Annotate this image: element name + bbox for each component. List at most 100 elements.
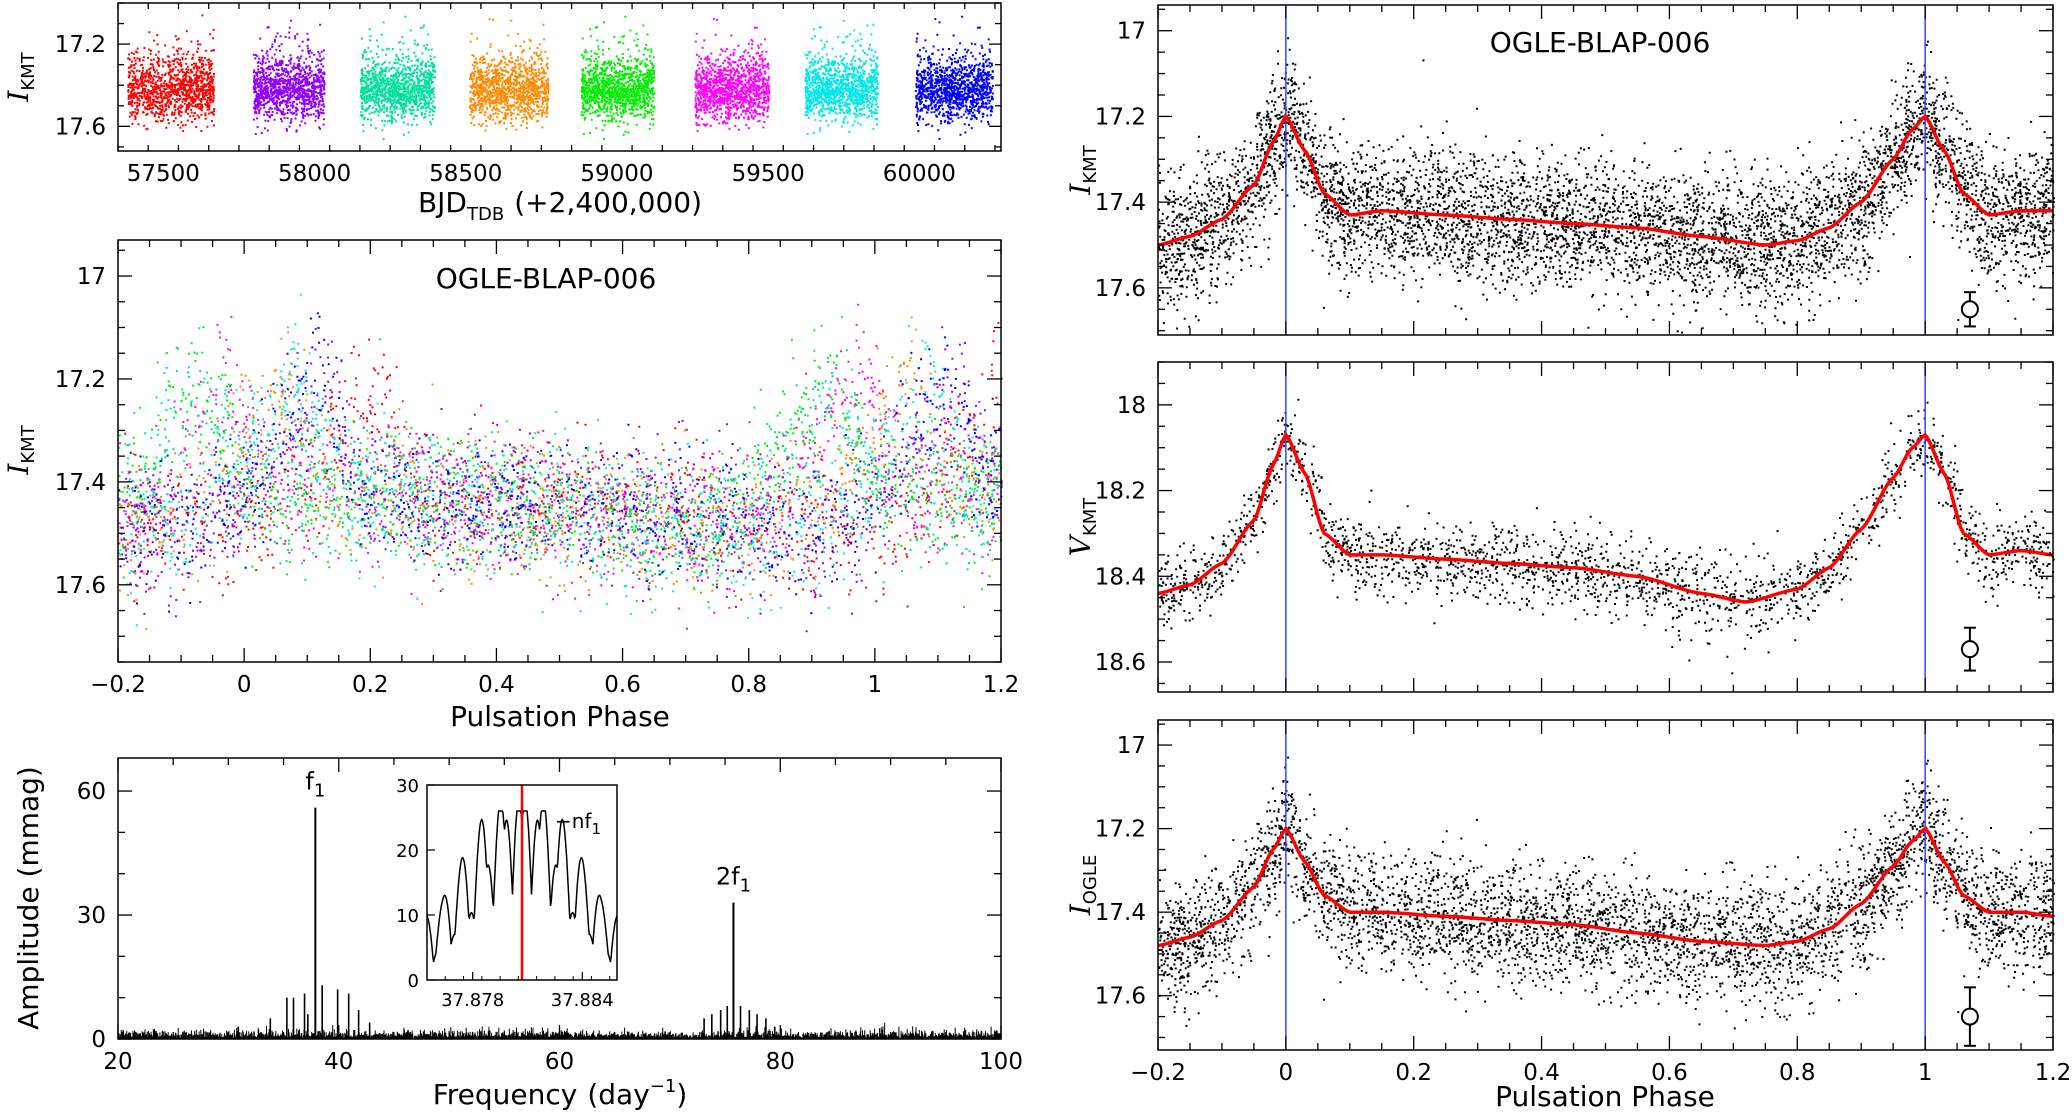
panel-ikmt: 17 17.2 17.4 17.6 OGLE-BLAP-006 IKMT xyxy=(1064,4,2055,336)
x-tick-label: 1.2 xyxy=(983,672,1020,698)
season-7-phased-points xyxy=(118,293,1000,627)
x-tick-label: 60 xyxy=(545,1049,574,1075)
ikmt-points xyxy=(1157,5,2055,335)
periodogram-inset: 37.878 37.884 0 10 20 30 −nf1 xyxy=(396,776,618,1011)
inset-frame xyxy=(426,784,618,981)
ikmt-title: OGLE-BLAP-006 xyxy=(1490,26,1711,59)
peak-label-2: 2f1 xyxy=(716,863,751,897)
inset-x-tick-label: 37.878 xyxy=(441,990,504,1011)
x-tick-label: 40 xyxy=(324,1049,353,1075)
inset-lines xyxy=(426,785,618,980)
phased-points xyxy=(1158,756,2055,1030)
x-tick-label: 0 xyxy=(237,672,252,698)
x-tick-label: 0.4 xyxy=(478,672,515,698)
panel-timeseries: 57500 58000 58500 59000 59500 60000 17.2 17.6 B… xyxy=(2,2,1002,225)
inset-y-tick-label: 30 xyxy=(396,776,419,797)
timeseries-points xyxy=(127,14,994,140)
iogle-points xyxy=(1157,720,2055,1050)
inset-y-tick-label: 0 xyxy=(408,971,419,992)
x-tick-label: 0.6 xyxy=(604,672,641,698)
timeseries-frame xyxy=(117,2,1002,152)
y-tick-label: 17.6 xyxy=(55,114,106,140)
x-tick-label: −0.2 xyxy=(90,672,146,698)
timeseries-xlabel: BJDTDB (+2,400,000) xyxy=(418,186,702,225)
iogle-ylabel: IOGLE xyxy=(1064,855,1101,917)
x-tick-label: 0.4 xyxy=(1523,1060,1560,1086)
peak-label-1: f1 xyxy=(305,768,325,802)
x-tick-label: 59500 xyxy=(732,161,805,187)
x-tick-label: 1.2 xyxy=(2035,1060,2072,1086)
periodogram-lines xyxy=(117,807,1002,1039)
x-tick-label: 1 xyxy=(1918,1060,1933,1086)
error-bar-marker xyxy=(1960,640,1979,659)
y-tick-label: 17.6 xyxy=(1095,984,1146,1010)
iogle-frame xyxy=(1157,719,2054,1051)
y-tick-label: 17.4 xyxy=(55,470,106,496)
y-tick-label: 17.4 xyxy=(1095,190,1146,216)
season-8-phased-points xyxy=(118,312,1003,615)
timeseries-ticks: 57500 58000 58500 59000 59500 60000 17.2 17.6 xyxy=(55,2,1001,187)
y-tick-label: 17 xyxy=(77,264,106,290)
x-tick-label: 20 xyxy=(103,1049,132,1075)
x-tick-label: 0.8 xyxy=(1779,1060,1816,1086)
y-tick-label: 60 xyxy=(77,779,106,805)
periodogram-xlabel: Frequency (day−1) xyxy=(433,1076,688,1111)
phased-points xyxy=(1158,37,2055,334)
season-6-points xyxy=(694,18,771,133)
y-tick-label: 17.2 xyxy=(55,367,106,393)
x-tick-label: −0.2 xyxy=(1130,1060,1186,1086)
panel-phased-season: −0.2 0 0.2 0.4 0.6 0.8 1 1.2 17 17.2 17.4 17.6 OGLE… xyxy=(2,239,1020,733)
inset-y-tick-label: 10 xyxy=(396,906,419,927)
season-2-points xyxy=(252,19,326,135)
y-tick-label: 30 xyxy=(77,903,106,929)
phased-season-frame xyxy=(117,239,1002,663)
season-8-points xyxy=(914,15,994,140)
y-tick-label: 17.6 xyxy=(55,573,106,599)
season-1-points xyxy=(127,14,216,133)
x-tick-label: 0.2 xyxy=(1395,1060,1432,1086)
phased-season-title: OGLE-BLAP-006 xyxy=(436,262,657,295)
y-tick-label: 18.2 xyxy=(1095,479,1146,505)
x-tick-label: 1 xyxy=(868,672,883,698)
periodogram-peak-labels: f1 2f1 xyxy=(305,768,751,897)
y-tick-label: 17 xyxy=(1117,19,1146,45)
y-tick-label: 18 xyxy=(1117,393,1146,419)
inset-y-tick-label: 20 xyxy=(396,841,419,862)
x-tick-label: 0.2 xyxy=(352,672,389,698)
iogle-ticks: −0.2 0 0.2 0.4 0.6 0.8 1 1.2 17 17.2 17.4 17.6 xyxy=(1095,720,2072,1086)
inset-ticks: 37.878 37.884 0 10 20 30 xyxy=(396,776,614,1011)
x-tick-label: 58500 xyxy=(429,161,502,187)
periodogram-ylabel: Amplitude (mmag) xyxy=(12,766,45,1030)
x-tick-label: 58000 xyxy=(278,161,351,187)
y-tick-label: 17.6 xyxy=(1095,276,1146,302)
x-tick-label: 0 xyxy=(1279,1060,1294,1086)
inset-annotation: −nf1 xyxy=(555,809,601,838)
x-tick-label: 57500 xyxy=(127,161,200,187)
y-tick-label: 18.4 xyxy=(1095,564,1146,590)
phased-season-ticks: −0.2 0 0.2 0.4 0.6 0.8 1 1.2 17 17.2 17.4 17.6 xyxy=(55,240,1020,698)
error-bar-marker xyxy=(1960,300,1979,319)
x-tick-label: 0.8 xyxy=(730,672,767,698)
season-3-points xyxy=(359,15,436,140)
y-tick-label: 17.2 xyxy=(55,32,106,58)
y-tick-label: 17 xyxy=(1117,733,1146,759)
ikmt-ticks: 17 17.2 17.4 17.6 xyxy=(1095,5,2054,335)
model-curve xyxy=(1157,825,2054,948)
vkmt-ticks: 18 18.2 18.4 18.6 xyxy=(1095,361,2054,692)
y-tick-label: 17.4 xyxy=(1095,900,1146,926)
model-curve xyxy=(1157,431,2054,604)
error-bar-marker xyxy=(1960,1007,1979,1026)
phased-season-points xyxy=(118,293,1004,633)
x-tick-label: 0.6 xyxy=(1651,1060,1688,1086)
ikmt-ylabel: IKMT xyxy=(1064,144,1101,195)
iogle-xlabel: Pulsation Phase xyxy=(1495,1080,1715,1112)
y-tick-label: 0 xyxy=(91,1027,106,1053)
vkmt-points xyxy=(1157,362,2055,692)
panel-vkmt: 18 18.2 18.4 18.6 VKMT xyxy=(1064,361,2055,693)
model-curve xyxy=(1157,113,2053,247)
season-7-points xyxy=(804,19,879,135)
panel-iogle: −0.2 0 0.2 0.4 0.6 0.8 1 1.2 17 17.2 17.4 17.6 Puls… xyxy=(1064,719,2072,1112)
vkmt-ylabel: VKMT xyxy=(1064,497,1101,557)
